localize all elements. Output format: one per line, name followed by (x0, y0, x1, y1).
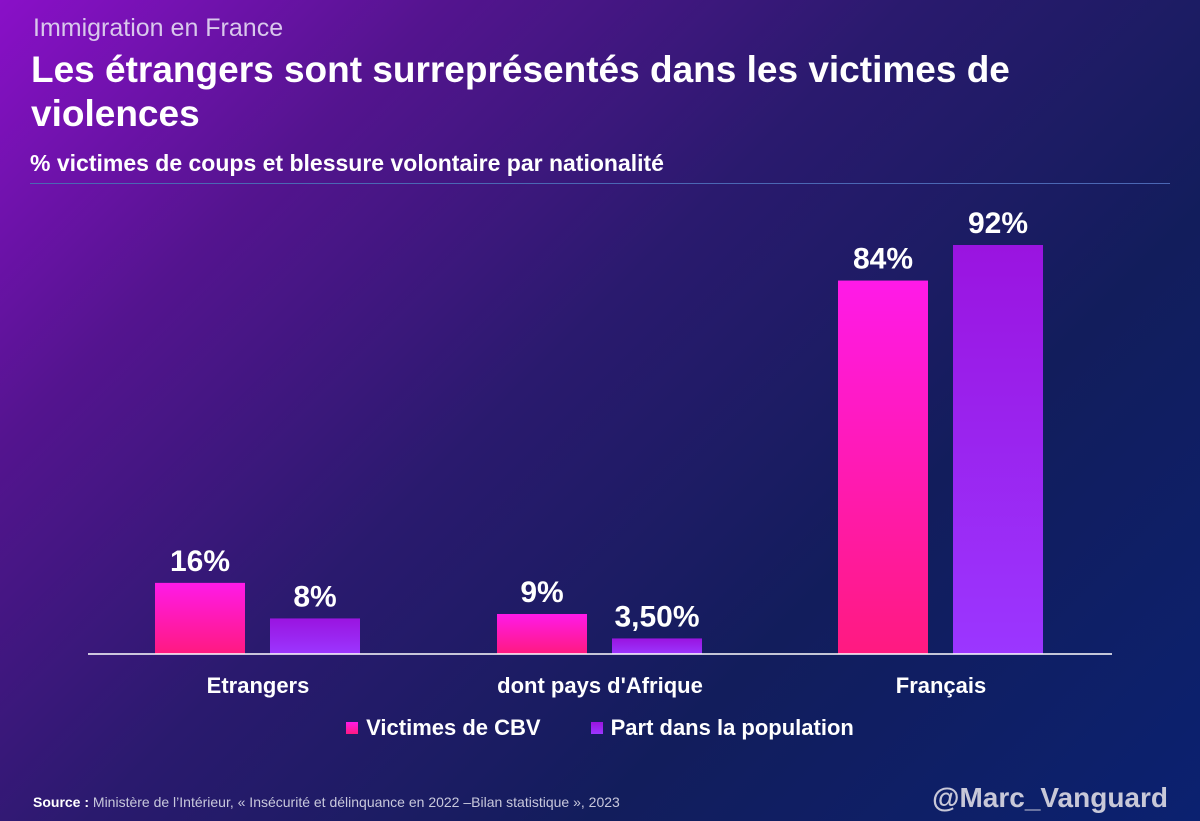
data-label-dont-pays-d-afrique-part-dans-la-population: 3,50% (614, 600, 699, 633)
source-label: Source : (33, 794, 90, 810)
legend-label-population: Part dans la population (610, 715, 854, 740)
category-label-etrangers: Etrangers (207, 673, 310, 698)
bar-etrangers-part-dans-la-population (270, 618, 360, 654)
data-label-francais-victimes-de-cbv: 84% (853, 243, 913, 276)
category-label-francais: Français (896, 673, 987, 698)
bar-etrangers-victimes-de-cbv (155, 582, 245, 654)
subtitle-rule (30, 183, 1170, 184)
chart-subtitle: % victimes de coups et blessure volontai… (30, 150, 664, 176)
category-label-dont-pays-d-afrique: dont pays d'Afrique (497, 673, 703, 698)
legend-label-victimes: Victimes de CBV (366, 715, 541, 740)
bar-chart: 16% 8% Etrangers 9% 3,50% dont pays d'Afrique… (88, 207, 1112, 698)
author-handle: @Marc_Vanguard (932, 782, 1168, 813)
source-note: Source : Ministère de l’Intérieur, « Ins… (33, 794, 620, 810)
bar-francais-victimes-de-cbv (838, 280, 928, 654)
data-label-dont-pays-d-afrique-victimes-de-cbv: 9% (520, 576, 563, 609)
bar-dont-pays-d-afrique-victimes-de-cbv (497, 613, 587, 654)
legend: Victimes de CBV Part dans la population (0, 715, 1200, 741)
page-title: Les étrangers sont surreprésentés dans l… (31, 49, 1010, 134)
data-label-francais-part-dans-la-population: 92% (968, 207, 1028, 240)
legend-item-population: Part dans la population (590, 715, 854, 741)
kicker: Immigration en France (33, 14, 284, 42)
data-label-etrangers-victimes-de-cbv: 16% (170, 545, 230, 578)
bar-francais-part-dans-la-population (953, 245, 1043, 654)
legend-swatch-victimes (346, 722, 359, 734)
source-text: Ministère de l’Intérieur, « Insécurité e… (89, 794, 620, 810)
bar-dont-pays-d-afrique-part-dans-la-population (612, 638, 702, 654)
legend-swatch-population (590, 722, 603, 734)
legend-item-victimes: Victimes de CBV (346, 715, 541, 741)
data-label-etrangers-part-dans-la-population: 8% (293, 580, 336, 613)
